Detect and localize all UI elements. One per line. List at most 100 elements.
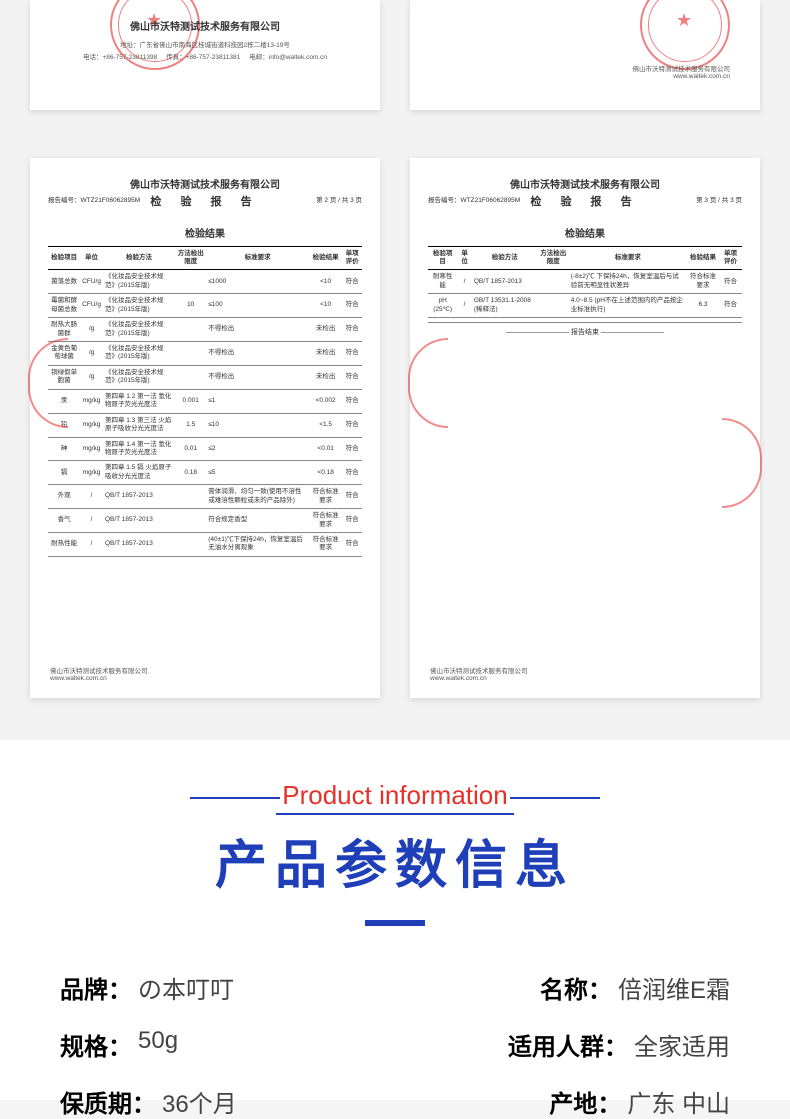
company-name: 佛山市沃特测试技术服务有限公司 (428, 176, 742, 191)
company-contacts: 电话：+86-757-23811398 传真：+86-757-23811381 … (48, 53, 362, 63)
table-row: 金黄色葡萄球菌/g《化妆品安全技术规范》(2015年版)不得检出未检出符合 (48, 342, 362, 366)
table-cell: 未检出 (309, 365, 342, 389)
table-cell: 符合 (342, 270, 362, 294)
table-cell: 符合标准要求 (309, 533, 342, 557)
results-table-page3: 检验项目单位检验方法方法检出限度标准要求检验结果单项评价 耐寒性能/QB/T 1… (428, 246, 742, 319)
spec-label: 品牌： (60, 970, 132, 1005)
table-cell: mg/kg (80, 437, 103, 461)
table-cell: 耐寒性能 (428, 270, 457, 294)
spec-value: 广东 中山 (627, 1084, 730, 1119)
table-cell: 10 (175, 294, 206, 318)
table-cell: 1.5 (175, 413, 206, 437)
table-cell: 霉菌和酵母菌总数 (48, 294, 80, 318)
table-cell: 《化妆品安全技术规范》(2015年版) (103, 270, 175, 294)
product-info-section: Product information 产品参数信息 品牌：の本叮叮 名称：倍润维… (0, 740, 790, 1100)
table-row: 香气/QB/T 1857-2013符合规定香型符合标准要求符合 (48, 509, 362, 533)
table-cell: 不得检出 (206, 342, 309, 366)
table-cell: mg/kg (80, 413, 103, 437)
table-cell: ≤100 (206, 294, 309, 318)
table-cell: QB/T 1857-2013 (103, 533, 175, 557)
table-cell: 符合标准要求 (687, 270, 719, 294)
red-seal-side (722, 418, 762, 508)
table-cell: 0.18 (175, 461, 206, 485)
table-cell: ≤10 (206, 413, 309, 437)
table-cell: 《化妆品安全技术规范》(2015年版) (103, 294, 175, 318)
documents-area: ★ 佛山市沃特测试技术服务有限公司 地址：广东省佛山市南海区桂城街道科技园2栋二… (0, 0, 790, 740)
table-cell: 符合 (342, 413, 362, 437)
table-column-header: 检验项目 (428, 246, 457, 270)
table-cell: ≤1 (206, 389, 309, 413)
table-cell: 符合 (342, 509, 362, 533)
section-title-cn: 产品参数信息 (60, 823, 730, 898)
table-cell: 镉 (48, 461, 80, 485)
table-cell: 符合 (342, 318, 362, 342)
table-cell (538, 270, 569, 294)
table-cell: 符合 (342, 294, 362, 318)
table-cell: <10 (309, 270, 342, 294)
table-cell: (-8±2)℃ 下保持24h，恢复室温后与试验前无明显性状差异 (569, 270, 687, 294)
table-row: 镉mg/kg第四章 1.5 镉 火焰原子吸收分光光度法0.18≤5<0.18符合 (48, 461, 362, 485)
table-cell: 第四章 1.3 第三法 火焰原子吸收分光光度法 (103, 413, 175, 437)
spec-item: 产地：广东 中山 (408, 1084, 730, 1119)
table-row: 菌落总数CFU/g《化妆品安全技术规范》(2015年版)≤1000<10符合 (48, 270, 362, 294)
table-column-header: 方法检出限度 (175, 246, 206, 270)
table-cell: 符合规定香型 (206, 509, 309, 533)
report-end-marker: ————————— 报告结束 ————————— (428, 322, 742, 337)
table-cell: 0.01 (175, 437, 206, 461)
table-cell (175, 485, 206, 509)
table-cell: QB/T 1857-2013 (472, 270, 538, 294)
spec-label: 保质期： (60, 1084, 156, 1119)
table-cell: CFU/g (80, 270, 103, 294)
page-number: 第 3 页 / 共 3 页 (696, 194, 742, 204)
table-cell: <10 (309, 294, 342, 318)
table-cell: 《化妆品安全技术规范》(2015年版) (103, 342, 175, 366)
table-cell: /g (80, 318, 103, 342)
spec-value: 全家适用 (634, 1027, 730, 1062)
table-cell: <0.18 (309, 461, 342, 485)
spec-value: 36个月 (162, 1084, 237, 1119)
table-column-header: 方法检出限度 (538, 246, 569, 270)
table-column-header: 检验方法 (103, 246, 175, 270)
section-title: 检验结果 (48, 225, 362, 240)
table-cell: 符合 (342, 389, 362, 413)
table-cell: 《化妆品安全技术规范》(2015年版) (103, 318, 175, 342)
report-page-3: 佛山市沃特测试技术服务有限公司 检 验 报 告 报告编号：WTZ21F06062… (410, 158, 760, 698)
table-cell: 0.001 (175, 389, 206, 413)
table-cell: 符合 (342, 485, 362, 509)
table-cell: <1.5 (309, 413, 342, 437)
table-cell: 符合 (719, 270, 742, 294)
table-cell: 符合 (342, 342, 362, 366)
table-cell: 符合 (342, 365, 362, 389)
table-cell: 香气 (48, 509, 80, 533)
red-seal-side (408, 338, 448, 428)
page-number: 第 2 页 / 共 3 页 (316, 194, 362, 204)
table-cell: 未检出 (309, 318, 342, 342)
table-cell: / (80, 533, 103, 557)
company-name: 佛山市沃特测试技术服务有限公司 (48, 176, 362, 191)
spec-label: 产地： (549, 1084, 621, 1119)
spec-label: 规格： (60, 1027, 132, 1062)
table-column-header: 单项评价 (342, 246, 362, 270)
report-header: 佛山市沃特测试技术服务有限公司 检 验 报 告 报告编号：WTZ21F06062… (48, 176, 362, 209)
section-title: 检验结果 (428, 225, 742, 240)
report-page-header-right: ★ 佛山市沃特测试技术服务有限公司 www.waltek.com.cn (410, 0, 760, 110)
spec-item: 适用人群：全家适用 (408, 1027, 730, 1062)
results-table-page2: 检验项目单位检验方法方法检出限度标准要求检验结果单项评价 菌落总数CFU/g《化… (48, 246, 362, 557)
table-cell: 符合 (719, 294, 742, 318)
report-page-2: 佛山市沃特测试技术服务有限公司 检 验 报 告 报告编号：WTZ21F06062… (30, 158, 380, 698)
table-cell: ≤1000 (206, 270, 309, 294)
company-footer: 佛山市沃特测试技术服务有限公司 www.waltek.com.cn (633, 63, 731, 80)
table-cell: 未检出 (309, 342, 342, 366)
table-cell: 砷 (48, 437, 80, 461)
table-cell: 第四章 1.4 第一法 氢化物原子荧光光度法 (103, 437, 175, 461)
table-cell: 膏体润滑、均匀一致(使用不溶性或难溶性颗粒或未的产品除外) (206, 485, 309, 509)
table-cell (175, 533, 206, 557)
spec-item: 保质期：36个月 (60, 1084, 382, 1119)
table-row: 耐热性能/QB/T 1857-2013(40±1)℃下保持24h，恢复室温后无油… (48, 533, 362, 557)
table-cell: 符合 (342, 437, 362, 461)
spec-value: の本叮叮 (138, 970, 234, 1005)
table-cell: QB/T 1857-2013 (103, 509, 175, 533)
section-title-en: Product information (276, 780, 513, 815)
spec-item: 名称：倍润维E霜 (408, 970, 730, 1005)
table-row: 耐寒性能/QB/T 1857-2013(-8±2)℃ 下保持24h，恢复室温后与… (428, 270, 742, 294)
